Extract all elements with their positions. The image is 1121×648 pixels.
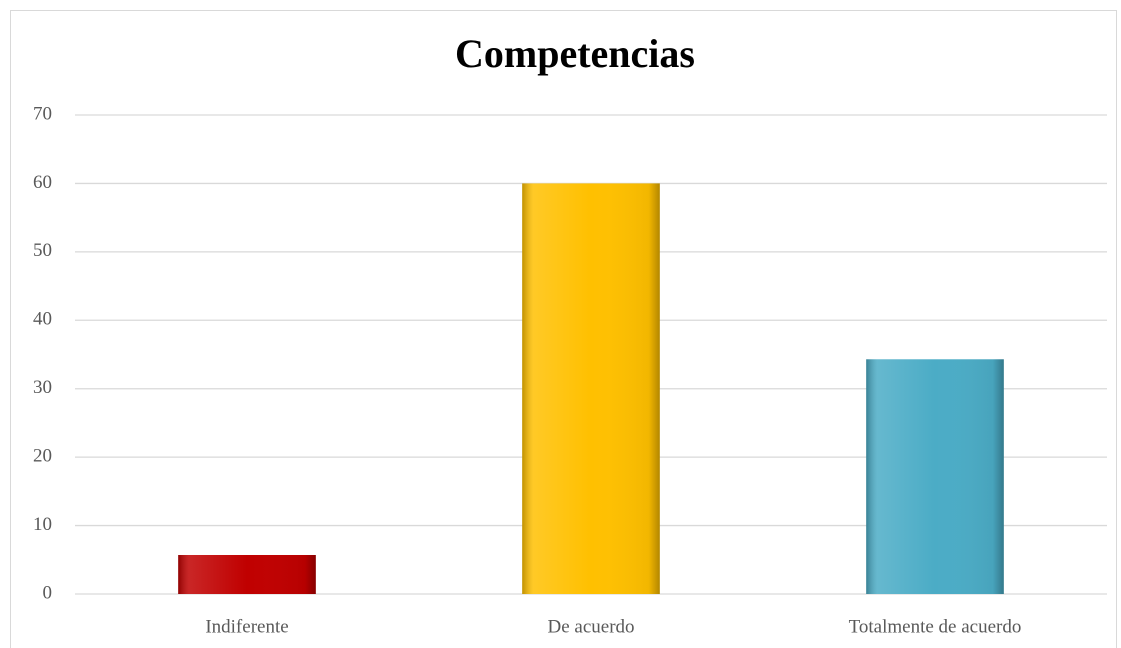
bar-shading [866,359,1004,594]
y-tick-label: 60 [33,172,52,193]
y-tick-label: 70 [33,103,52,124]
y-tick-label: 40 [33,309,52,330]
y-tick-label: 0 [43,582,53,603]
y-tick-label: 20 [33,446,52,467]
x-tick-label: Indiferente [205,616,288,637]
y-tick-label: 30 [33,377,52,398]
y-tick-label: 50 [33,240,52,261]
bar-shading [522,183,660,594]
bar-shading [178,554,316,594]
chart-title: Competencias [455,31,695,76]
x-tick-label: Totalmente de acuerdo [849,616,1022,637]
x-tick-label: De acuerdo [547,616,634,637]
y-tick-label: 10 [33,514,52,535]
